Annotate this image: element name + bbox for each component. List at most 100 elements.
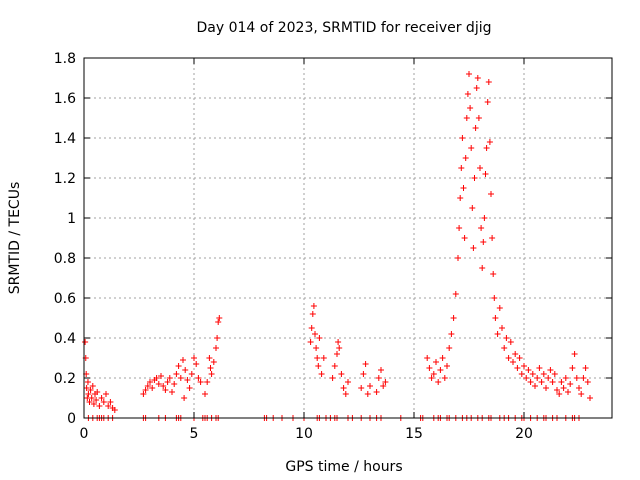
data-point bbox=[482, 171, 489, 177]
data-point bbox=[587, 395, 593, 401]
data-point bbox=[486, 139, 493, 145]
data-point bbox=[551, 371, 558, 377]
data-point bbox=[181, 395, 188, 401]
data-point bbox=[206, 355, 213, 361]
x-tick-label: 0 bbox=[80, 426, 89, 442]
data-point bbox=[428, 375, 435, 381]
data-point bbox=[186, 385, 193, 391]
data-point bbox=[547, 367, 554, 373]
data-point bbox=[160, 383, 167, 389]
data-point bbox=[430, 371, 437, 377]
data-point bbox=[569, 365, 576, 371]
data-point bbox=[334, 351, 340, 357]
data-point bbox=[164, 379, 171, 385]
y-tick-label: 1.6 bbox=[54, 91, 76, 107]
data-point bbox=[207, 365, 214, 371]
data-point bbox=[505, 355, 512, 361]
data-point bbox=[149, 385, 156, 391]
data-point bbox=[452, 291, 459, 297]
data-point bbox=[461, 235, 468, 241]
x-axis-ticks: 0 5 10 15 20 bbox=[80, 58, 533, 442]
data-point bbox=[460, 185, 467, 191]
data-point bbox=[90, 401, 97, 407]
data-point bbox=[543, 385, 549, 391]
data-point bbox=[142, 387, 149, 393]
data-point bbox=[467, 105, 474, 111]
data-point bbox=[582, 365, 589, 371]
data-point bbox=[521, 363, 527, 369]
data-point bbox=[364, 391, 371, 397]
data-point bbox=[484, 99, 491, 105]
data-point bbox=[345, 379, 351, 385]
data-point bbox=[216, 315, 223, 321]
data-point bbox=[468, 145, 475, 151]
data-point bbox=[485, 79, 492, 85]
data-point bbox=[98, 395, 105, 401]
data-point bbox=[195, 375, 202, 381]
data-point bbox=[499, 325, 505, 331]
data-point bbox=[162, 387, 169, 393]
data-point bbox=[86, 399, 93, 405]
y-tick-label: 1.2 bbox=[54, 171, 76, 187]
data-point bbox=[490, 271, 497, 277]
data-point bbox=[315, 363, 322, 369]
data-point bbox=[565, 389, 571, 395]
data-point bbox=[312, 331, 318, 337]
x-axis-label: GPS time / hours bbox=[285, 459, 402, 475]
data-point bbox=[375, 375, 382, 381]
data-point bbox=[463, 115, 470, 121]
data-point bbox=[472, 125, 479, 131]
data-point bbox=[197, 379, 204, 385]
data-point bbox=[481, 215, 488, 221]
data-point bbox=[184, 377, 191, 383]
y-tick-label: 1 bbox=[67, 211, 76, 227]
data-point bbox=[177, 375, 184, 381]
data-point bbox=[507, 339, 514, 345]
data-point bbox=[512, 351, 519, 357]
data-point bbox=[182, 367, 189, 373]
data-point bbox=[96, 403, 103, 409]
data-point bbox=[338, 371, 345, 377]
data-point bbox=[155, 381, 162, 387]
data-point bbox=[560, 385, 567, 391]
data-point bbox=[140, 391, 147, 397]
data-point bbox=[358, 385, 365, 391]
data-point bbox=[536, 365, 543, 371]
data-point bbox=[473, 85, 480, 91]
data-point bbox=[525, 367, 532, 373]
data-point bbox=[573, 375, 580, 381]
data-point bbox=[580, 375, 587, 381]
data-point bbox=[469, 205, 476, 211]
data-point bbox=[474, 75, 481, 81]
data-point bbox=[82, 339, 89, 345]
data-point bbox=[85, 391, 92, 397]
data-point bbox=[193, 361, 200, 367]
data-point bbox=[309, 311, 316, 317]
data-point bbox=[534, 375, 541, 381]
data-point bbox=[204, 379, 211, 385]
data-point bbox=[532, 383, 538, 389]
data-point bbox=[380, 383, 387, 389]
y-tick-label: 1.8 bbox=[54, 51, 76, 67]
data-point bbox=[441, 375, 448, 381]
data-point bbox=[458, 165, 465, 171]
y-tick-label: 0 bbox=[67, 411, 76, 427]
data-point bbox=[342, 391, 349, 397]
data-point bbox=[435, 379, 442, 385]
data-point bbox=[336, 345, 343, 351]
y-axis-label: SRMTID / TECUs bbox=[7, 182, 23, 295]
data-point bbox=[455, 255, 461, 261]
data-point bbox=[169, 389, 175, 395]
data-point bbox=[316, 335, 323, 341]
data-point bbox=[496, 305, 503, 311]
data-point bbox=[88, 395, 95, 401]
y-tick-label: 0.4 bbox=[54, 331, 76, 347]
data-point bbox=[94, 389, 101, 395]
data-point bbox=[545, 375, 552, 381]
data-point bbox=[501, 345, 508, 351]
data-point bbox=[215, 319, 222, 325]
data-point bbox=[166, 375, 173, 381]
data-point bbox=[450, 315, 457, 321]
data-point bbox=[529, 371, 536, 377]
data-point bbox=[153, 375, 160, 381]
